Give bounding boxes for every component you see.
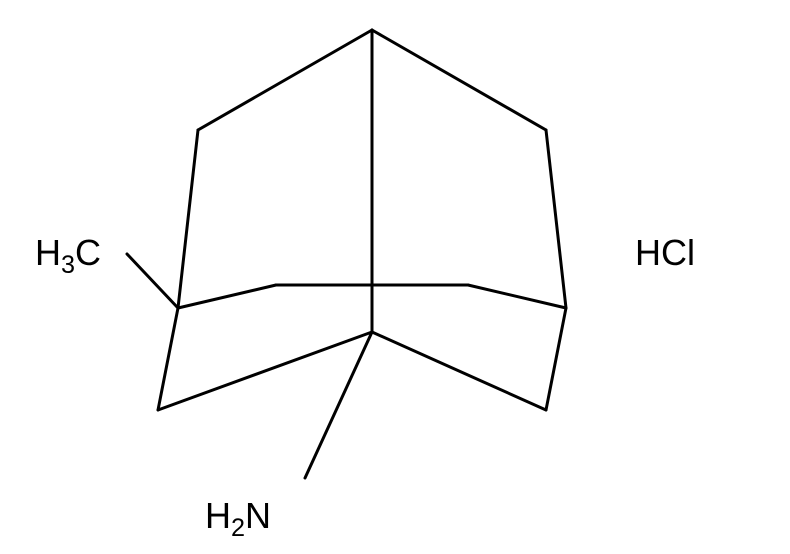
amine-label: H2N — [205, 495, 271, 543]
molecule-diagram — [0, 0, 790, 554]
methyl-label: H3C — [35, 232, 101, 280]
hcl-label: HCl — [635, 232, 695, 274]
